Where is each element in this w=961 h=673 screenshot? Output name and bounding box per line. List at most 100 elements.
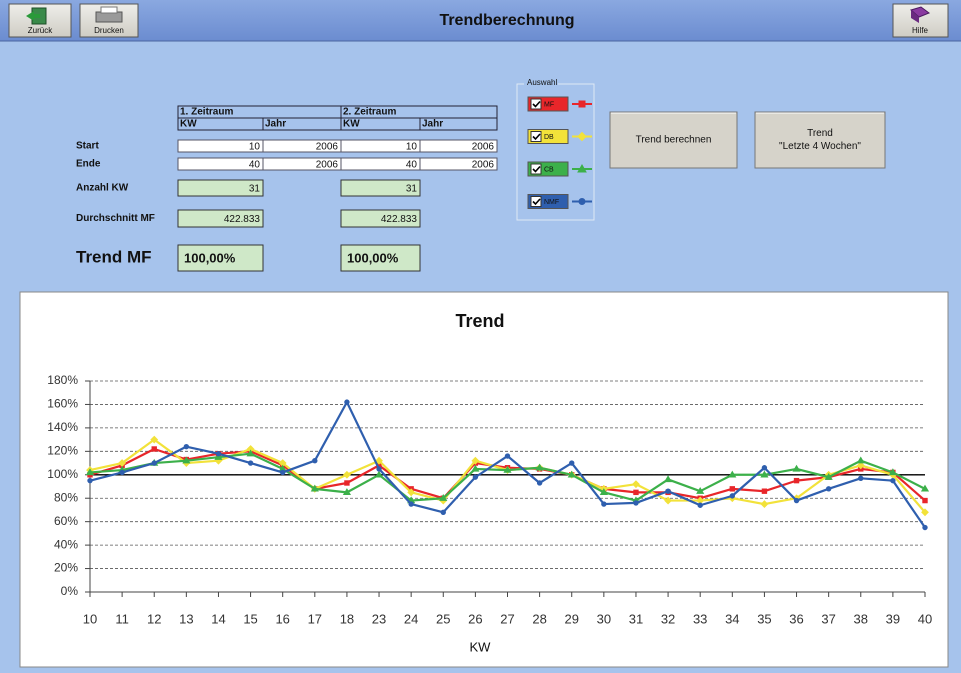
button-label: Trend xyxy=(807,128,833,139)
button-label: Hilfe xyxy=(912,26,929,35)
help-button[interactable]: Hilfe xyxy=(892,3,949,38)
x-tick-label: 24 xyxy=(404,611,418,626)
marker xyxy=(922,497,928,504)
x-tick-label: 12 xyxy=(147,611,161,626)
group-title: Auswahl xyxy=(527,78,557,87)
button-label: "Letzte 4 Wochen" xyxy=(779,141,861,152)
series-toggle[interactable]: NMF xyxy=(527,194,592,209)
marker xyxy=(632,480,640,489)
action-button[interactable]: Trend "Letzte 4 Wochen" xyxy=(754,111,886,169)
book-spine xyxy=(911,10,919,23)
marker xyxy=(792,464,801,472)
row-label: Anzahl KW xyxy=(76,183,129,194)
x-tick-label: 25 xyxy=(436,611,450,626)
y-tick-label: 20% xyxy=(54,561,78,575)
cell-value: 422.833 xyxy=(381,214,418,225)
marker xyxy=(471,456,480,465)
marker xyxy=(665,488,671,494)
x-tick-label: 29 xyxy=(564,611,578,626)
x-tick-label: 40 xyxy=(918,611,932,626)
cell-value: 31 xyxy=(249,184,261,195)
checkbox xyxy=(530,163,542,175)
cell-value: 2006 xyxy=(472,142,495,153)
back-button[interactable]: Zurück xyxy=(8,3,72,38)
marker xyxy=(663,475,673,483)
x-tick-label: 27 xyxy=(500,611,514,626)
cell-value: 10 xyxy=(406,142,418,153)
marker xyxy=(760,500,769,508)
legend-label: CB xyxy=(544,166,554,173)
row-label: Start xyxy=(76,141,99,152)
checkmark xyxy=(532,100,541,108)
action-button[interactable]: Trend berechnen xyxy=(609,111,738,169)
x-tick-label: 36 xyxy=(789,611,803,626)
x-tick-label: 34 xyxy=(725,611,739,626)
marker xyxy=(922,524,928,531)
legend-label: MF xyxy=(544,101,554,108)
series-toggle[interactable]: DB xyxy=(527,129,592,144)
table-cell xyxy=(340,209,421,228)
marker xyxy=(858,475,864,481)
marker xyxy=(536,480,543,486)
row-label: Trend MF xyxy=(76,247,152,266)
window-title: Trendberechnung xyxy=(439,12,574,29)
button-label: Drucken xyxy=(94,26,124,35)
chart-title: Trend xyxy=(455,311,504,331)
x-tick-label: 14 xyxy=(211,611,225,626)
checkmark xyxy=(532,133,541,141)
marker xyxy=(761,465,768,471)
x-tick-label: 39 xyxy=(886,611,900,626)
x-tick-label: 18 xyxy=(340,611,354,626)
cell-value: 100,00% xyxy=(347,250,399,265)
cell-value: 2006 xyxy=(472,160,495,171)
toolbar xyxy=(0,0,961,41)
column-header: Jahr xyxy=(422,119,443,130)
x-axis-title: KW xyxy=(470,639,492,654)
marker xyxy=(890,477,896,484)
y-tick-label: 180% xyxy=(47,373,78,387)
marker xyxy=(921,508,929,517)
marker xyxy=(599,488,608,496)
marker xyxy=(504,453,511,459)
marker xyxy=(408,501,414,507)
x-tick-label: 16 xyxy=(275,611,289,626)
cell-value: 31 xyxy=(406,184,418,195)
marker xyxy=(151,446,157,452)
x-tick-label: 23 xyxy=(372,611,386,626)
marker xyxy=(150,435,159,444)
marker xyxy=(343,470,351,479)
marker xyxy=(246,449,255,457)
y-tick-label: 100% xyxy=(47,467,78,481)
cell-value: 2006 xyxy=(316,142,339,153)
column-header: KW xyxy=(180,119,197,130)
paper-icon xyxy=(100,6,118,14)
cell-value: 422.833 xyxy=(224,214,261,225)
print-button[interactable]: Drucken xyxy=(79,3,139,38)
marker xyxy=(664,496,672,505)
x-tick-label: 17 xyxy=(308,611,322,626)
table-cell xyxy=(340,244,421,272)
button-frame xyxy=(754,111,886,169)
x-tick-label: 11 xyxy=(115,611,129,626)
x-tick-label: 30 xyxy=(597,611,611,626)
marker xyxy=(569,460,575,466)
marker xyxy=(920,484,930,492)
table-cell xyxy=(419,139,498,153)
marker xyxy=(577,163,587,173)
x-tick-label: 37 xyxy=(821,611,835,626)
marker xyxy=(793,477,800,484)
checkmark xyxy=(532,165,541,173)
marker xyxy=(728,470,737,478)
series-toggle[interactable]: CB xyxy=(527,161,592,177)
button-label: Trend berechnen xyxy=(636,135,712,146)
marker xyxy=(440,509,446,515)
series-toggle[interactable]: MF xyxy=(527,96,592,112)
marker xyxy=(119,469,125,476)
marker xyxy=(87,477,93,484)
x-tick-label: 38 xyxy=(854,611,868,626)
checkbox xyxy=(530,196,542,207)
marker xyxy=(342,488,352,496)
marker xyxy=(344,399,350,405)
column-header: KW xyxy=(343,119,360,130)
marker xyxy=(825,486,832,492)
